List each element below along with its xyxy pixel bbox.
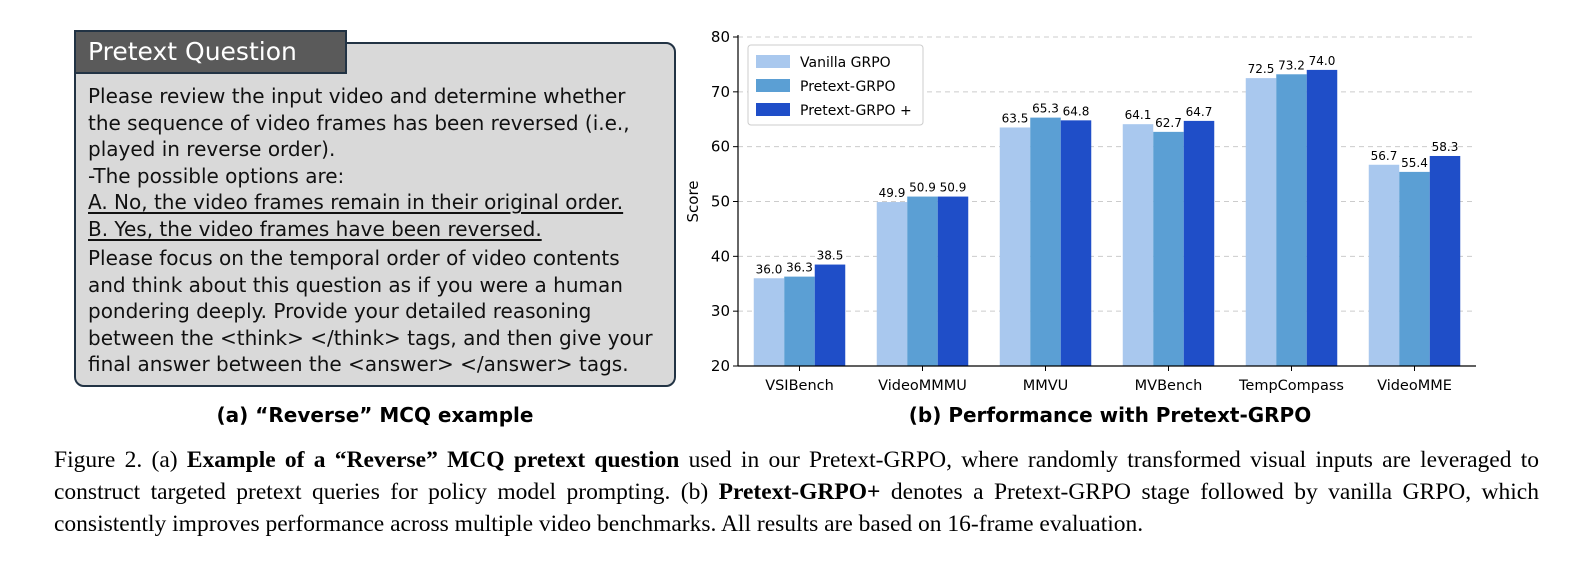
caption-a-prefix: (a) — [151, 447, 178, 473]
bar-pretext-grpo — [1306, 69, 1338, 367]
legend-swatch — [756, 79, 790, 92]
bar-pretext-grpo — [937, 196, 969, 366]
y-axis-label: Score — [684, 180, 702, 222]
data-label: 49.9 — [879, 186, 906, 200]
option-a: A. No, the video frames remain in their … — [88, 190, 624, 214]
data-label: 50.9 — [940, 181, 967, 195]
bar-vanilla-grpo — [876, 202, 908, 366]
caption-a-text: used in our Pretext-GRPO, where randomly… — [54, 447, 1539, 505]
caption-b-prefix: (b) — [680, 479, 709, 505]
data-label: 74.0 — [1309, 54, 1336, 68]
data-label: 65.3 — [1032, 102, 1059, 116]
instruction-line: Please focus on the temporal order of vi… — [88, 246, 620, 270]
question-line: the sequence of video frames has been re… — [88, 110, 630, 135]
data-label: 36.3 — [786, 261, 813, 275]
data-label: 72.5 — [1248, 62, 1275, 76]
legend-label: Pretext-GRPO — [800, 79, 896, 95]
data-label: 63.5 — [1002, 111, 1029, 125]
bar-vanilla-grpo — [1122, 124, 1154, 366]
data-label: 64.8 — [1063, 104, 1090, 118]
legend — [747, 44, 924, 126]
data-label: 58.3 — [1432, 140, 1459, 154]
bar-vanilla-grpo — [999, 127, 1031, 366]
x-tick-label: VideoMMMU — [878, 378, 967, 394]
bar-vanilla-grpo — [1368, 164, 1400, 366]
legend-label: Pretext-GRPO + — [800, 103, 912, 119]
y-tick-label: 80 — [711, 28, 730, 46]
data-label: 73.2 — [1278, 58, 1305, 72]
instruction-line: final answer between the <answer> </answ… — [88, 352, 629, 376]
data-label: 36.0 — [756, 262, 783, 276]
instruction-line: between the <think> </think> tags, and t… — [88, 325, 653, 350]
y-tick-label: 40 — [711, 247, 730, 265]
data-label: 38.5 — [817, 249, 844, 263]
subfigure-a-caption: (a) “Reverse” MCQ example — [216, 403, 534, 427]
data-label: 64.7 — [1186, 105, 1213, 119]
y-tick-label: 20 — [711, 357, 730, 375]
x-tick-label: MMVU — [1023, 378, 1069, 394]
figure-label: Figure 2. — [54, 447, 143, 473]
caption-b-text: denotes a Pretext-GRPO stage followed by… — [54, 479, 1539, 537]
caption-a-bold: Example of a “Reverse” MCQ pretext quest… — [186, 447, 680, 473]
y-tick-label: 30 — [711, 302, 730, 320]
bar-pretext-grpo — [1276, 74, 1307, 366]
data-label: 56.7 — [1371, 149, 1398, 163]
data-label: 50.9 — [909, 181, 936, 195]
y-tick-label: 50 — [711, 193, 730, 211]
data-label: 55.4 — [1401, 156, 1428, 170]
caption-b-bold: Pretext-GRPO+ — [718, 479, 881, 505]
instruction-line: pondering deeply. Provide your detailed … — [88, 299, 592, 323]
figure-caption: Figure 2. (a) Example of a “Reverse” MCQ… — [54, 444, 1539, 540]
y-tick-label: 70 — [711, 83, 730, 101]
x-tick-label: VideoMME — [1377, 378, 1452, 394]
legend-swatch — [756, 55, 790, 68]
pretext-question-title: Pretext Question — [74, 30, 347, 74]
x-tick-label: MVBench — [1135, 378, 1203, 394]
bar-vanilla-grpo — [1245, 78, 1277, 366]
question-line: Please review the input video and determ… — [88, 84, 626, 108]
bar-pretext-grpo — [1429, 155, 1461, 366]
data-label: 64.1 — [1125, 108, 1152, 122]
x-tick-label: VSIBench — [765, 378, 834, 394]
bar-pretext-grpo — [1060, 120, 1092, 366]
bar-pretext-grpo — [1399, 171, 1430, 366]
option-b: B. Yes, the video frames have been rever… — [88, 216, 542, 241]
bar-pretext-grpo — [1153, 131, 1184, 366]
question-line: -The possible options are: — [88, 163, 345, 188]
data-label: 62.7 — [1155, 116, 1182, 130]
bar-pretext-grpo — [907, 196, 938, 366]
bar-pretext-grpo — [1183, 120, 1215, 367]
subfigure-b-caption: (b) Performance with Pretext-GRPO — [908, 403, 1312, 427]
question-line: played in reverse order). — [88, 137, 336, 161]
bar-pretext-grpo — [1030, 117, 1061, 366]
y-tick-label: 60 — [711, 138, 730, 156]
bar-vanilla-grpo — [753, 278, 785, 366]
bar-pretext-grpo — [814, 264, 846, 366]
x-tick-label: TempCompass — [1238, 378, 1344, 394]
legend-swatch — [756, 103, 790, 116]
bar-pretext-grpo — [784, 276, 815, 366]
legend-label: Vanilla GRPO — [800, 55, 891, 71]
pretext-question-box — [74, 42, 676, 387]
instruction-line: and think about this question as if you … — [88, 272, 623, 297]
pretext-question-body: Please review the input video and determ… — [88, 83, 668, 378]
